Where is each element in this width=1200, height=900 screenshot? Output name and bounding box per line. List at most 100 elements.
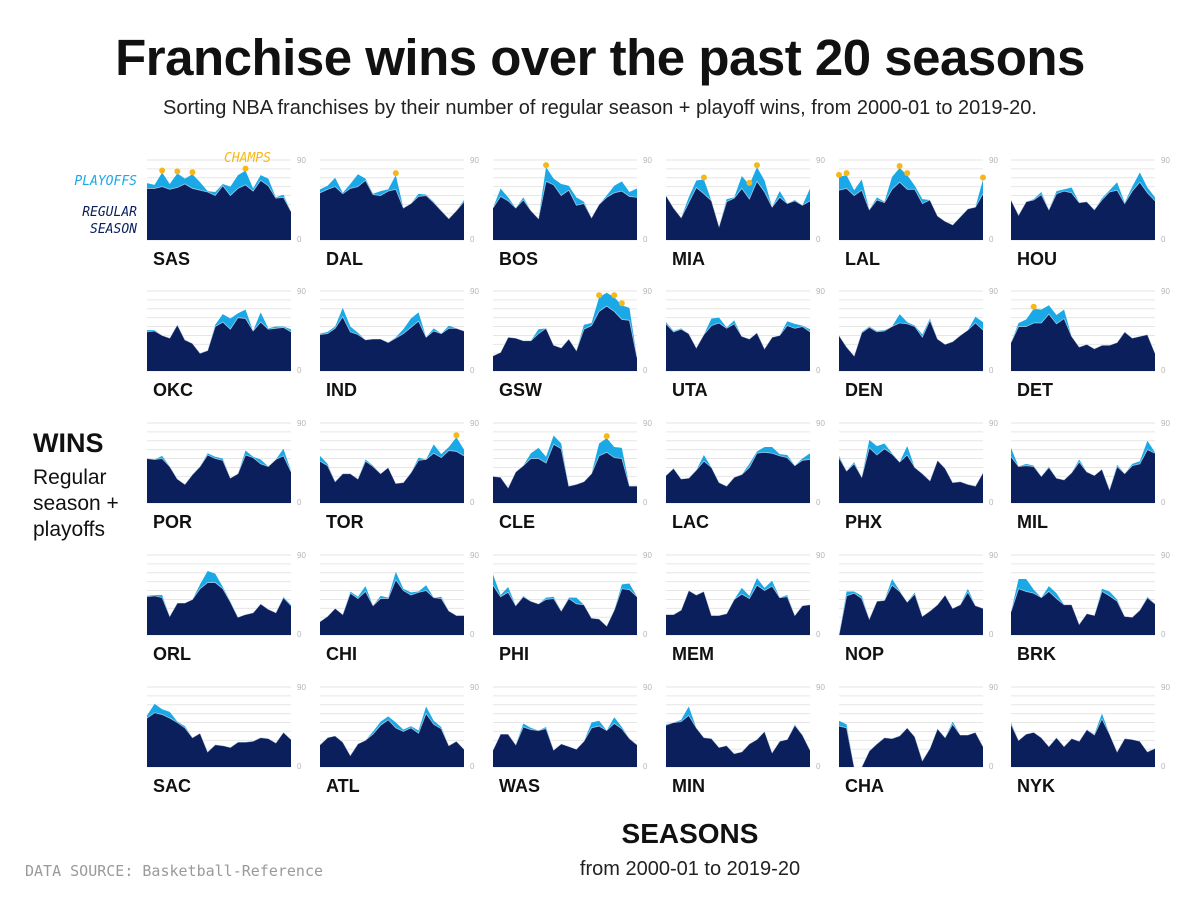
- regular-season-area: [493, 306, 637, 371]
- champion-marker: [189, 169, 196, 176]
- team-panel-tor: 90 0 TOR: [319, 419, 479, 532]
- y-tick-label-top: 90: [470, 683, 479, 692]
- champion-marker: [904, 170, 911, 177]
- champion-marker: [543, 162, 550, 169]
- y-tick-label-top: 90: [297, 419, 306, 428]
- y-tick-label-bottom: 0: [1161, 498, 1166, 507]
- champion-marker: [603, 433, 610, 440]
- regular-season-area: [147, 317, 291, 371]
- team-panel-gsw: 90 0 GSW: [492, 287, 652, 400]
- chart-title: Franchise wins over the past 20 seasons: [115, 29, 1085, 86]
- regular-season-line: [492, 443, 637, 489]
- y-tick-label-top: 90: [1161, 156, 1170, 165]
- chart-subtitle: Sorting NBA franchises by their number o…: [162, 97, 1037, 119]
- team-label: OKC: [153, 380, 193, 400]
- y-tick-label-bottom: 0: [1161, 235, 1166, 244]
- y-tick-label-top: 90: [470, 551, 479, 560]
- champion-marker: [746, 179, 753, 186]
- team-label: UTA: [672, 380, 708, 400]
- team-label: DAL: [326, 249, 363, 269]
- regular-season-line: [146, 317, 292, 354]
- legend-champs: CHAMPS: [224, 151, 271, 166]
- y-tick-label-bottom: 0: [470, 630, 475, 639]
- y-tick-label-top: 90: [1161, 551, 1170, 560]
- team-label: NYK: [1017, 776, 1055, 796]
- y-tick-label-bottom: 0: [816, 630, 821, 639]
- team-panel-atl: 90 0 ATL: [319, 683, 479, 796]
- regular-season-line: [319, 315, 465, 344]
- team-panel-cle: 90 0 CLE: [492, 419, 652, 532]
- champion-marker: [1030, 303, 1037, 310]
- team-panel-uta: 90 0 UTA: [665, 287, 825, 400]
- team-panel-nyk: 90 0 NYK: [1010, 683, 1170, 796]
- regular-season-area: [320, 180, 464, 240]
- regular-season-line: [1010, 718, 1156, 753]
- y-tick-label-bottom: 0: [816, 366, 821, 375]
- team-panel-chi: 90 0 CHI: [319, 551, 479, 664]
- champion-marker: [392, 170, 399, 177]
- team-panel-det: 90 0 DET: [1010, 287, 1170, 400]
- regular-season-area: [147, 180, 291, 240]
- champion-marker: [896, 163, 903, 169]
- team-label: ORL: [153, 644, 191, 664]
- y-tick-label-bottom: 0: [470, 366, 475, 375]
- regular-season-line: [1010, 181, 1156, 216]
- champion-marker: [453, 432, 460, 439]
- regular-season-line: [319, 450, 465, 484]
- y-tick-label-bottom: 0: [643, 235, 648, 244]
- team-panel-was: 90 0 WAS: [492, 683, 652, 796]
- data-source: DATA SOURCE: Basketball-Reference: [25, 862, 324, 880]
- regular-season-line: [666, 584, 811, 617]
- y-tick-label-top: 90: [816, 156, 825, 165]
- y-tick-label-top: 90: [816, 683, 825, 692]
- y-tick-label-bottom: 0: [1161, 366, 1166, 375]
- y-tick-label-bottom: 0: [297, 235, 302, 244]
- regular-season-area: [1011, 588, 1155, 635]
- team-label: MIN: [672, 776, 705, 796]
- y-tick-label-top: 90: [297, 551, 306, 560]
- y-tick-label-top: 90: [470, 287, 479, 296]
- team-label: LAL: [845, 249, 880, 269]
- y-axis-title: WINS: [33, 428, 104, 458]
- y-tick-label-top: 90: [1161, 683, 1170, 692]
- y-axis-subtitle-line-2: season +: [33, 492, 119, 515]
- team-label: GSW: [499, 380, 542, 400]
- team-label: PHX: [845, 512, 882, 532]
- y-tick-label-top: 90: [816, 419, 825, 428]
- y-tick-label-bottom: 0: [470, 762, 475, 771]
- y-tick-label-bottom: 0: [816, 235, 821, 244]
- regular-season-line: [1010, 449, 1156, 491]
- champion-marker: [596, 292, 603, 299]
- regular-season-area: [666, 585, 810, 635]
- regular-season-area: [666, 452, 810, 503]
- team-label: POR: [153, 512, 192, 532]
- y-tick-label-top: 90: [1161, 419, 1170, 428]
- y-tick-label-bottom: 0: [470, 235, 475, 244]
- regular-season-area: [147, 582, 291, 635]
- regular-season-area: [493, 181, 637, 240]
- y-tick-label-bottom: 0: [297, 498, 302, 507]
- regular-season-area: [320, 713, 464, 767]
- regular-season-area: [1011, 449, 1155, 503]
- y-tick-label-bottom: 0: [643, 498, 648, 507]
- team-panel-lal: 90 0 LAL: [836, 156, 998, 269]
- team-panel-phi: 90 0 PHI: [492, 551, 652, 664]
- y-tick-label-top: 90: [816, 287, 825, 296]
- champion-marker: [843, 170, 850, 177]
- y-tick-label-top: 90: [989, 156, 998, 165]
- y-tick-label-bottom: 0: [470, 498, 475, 507]
- team-label: CHA: [845, 776, 884, 796]
- x-axis-title: SEASONS: [621, 818, 759, 849]
- regular-season-area: [839, 447, 983, 503]
- regular-season-area: [1011, 182, 1155, 240]
- regular-season-line: [838, 723, 984, 768]
- legend-regular-line-1: REGULAR: [82, 205, 137, 220]
- regular-season-line: [838, 584, 984, 636]
- champion-marker: [618, 300, 625, 307]
- y-tick-label-top: 90: [643, 287, 652, 296]
- regular-season-area: [839, 724, 983, 767]
- regular-season-area: [1011, 719, 1155, 767]
- regular-season-line: [665, 714, 811, 755]
- regular-season-area: [147, 455, 291, 503]
- champion-marker: [242, 165, 249, 172]
